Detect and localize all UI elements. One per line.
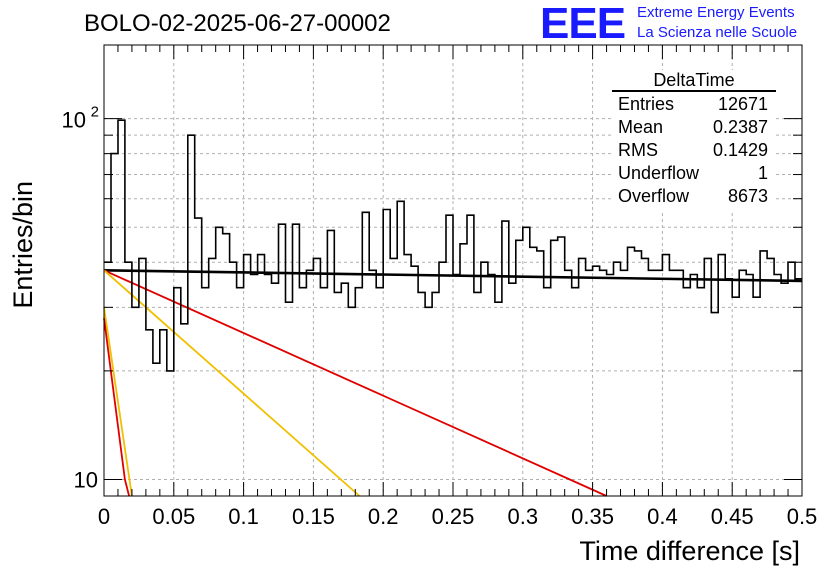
x-tick-label: 0.3 [508,504,539,529]
stats-label: RMS [618,140,658,160]
stats-value: 8673 [728,186,768,206]
fit-line [103,307,133,497]
y-tick-label: 10 2 [62,104,99,133]
y-tick-base: 10 [62,108,86,133]
x-tick-label: 0.15 [292,504,335,529]
axes [103,44,803,497]
x-tick-label: 0.35 [571,504,614,529]
eee-logo: EEE [540,0,626,48]
stats-value: 0.2387 [713,117,768,137]
x-tick-label: 0.4 [647,504,678,529]
histogram [104,119,802,372]
x-axis-label: Time difference [s] [579,536,800,566]
stats-label: Entries [618,94,674,114]
fit-line [103,269,361,497]
tick-labels: 0 0.05 0.1 0.15 0.2 0.25 0.3 0.35 0.4 0.45 0.51010… [62,104,818,529]
stats-value: 0.1429 [713,140,768,160]
stats-label: Underflow [618,163,700,183]
run-title: BOLO-02-2025-06-27-00002 [84,10,391,37]
x-tick-label: 0 [98,504,110,529]
x-tick-label: 0.45 [711,504,754,529]
x-tick-label: 0.1 [228,504,259,529]
fit-line [103,269,803,283]
x-tick-label: 0.25 [432,504,475,529]
histogram-steps [104,119,802,372]
stats-value: 1 [758,163,768,183]
stats-value: 12671 [718,94,768,114]
brand-line-1: Extreme Energy Events [637,4,795,21]
stats-box: DeltaTime Entries 12671 Mean 0.2387 RMS 0.1429… [612,70,776,210]
brand-line-2: La Scienza nelle Scuole [637,24,798,41]
stats-label: Overflow [618,186,690,206]
stats-box-bg [612,70,776,210]
y-tick-label: 10 [74,467,98,492]
stats-label: Mean [618,117,663,137]
x-tick-label: 0.2 [368,504,399,529]
x-tick-label: 0.5 [787,504,818,529]
y-tick-exponent: 2 [91,104,99,121]
y-axis-label: Entries/bin [8,181,38,309]
y-tick-base: 10 [74,467,98,492]
fit-line [103,317,130,497]
x-tick-label: 0.05 [152,504,195,529]
stats-title: DeltaTime [653,70,734,90]
